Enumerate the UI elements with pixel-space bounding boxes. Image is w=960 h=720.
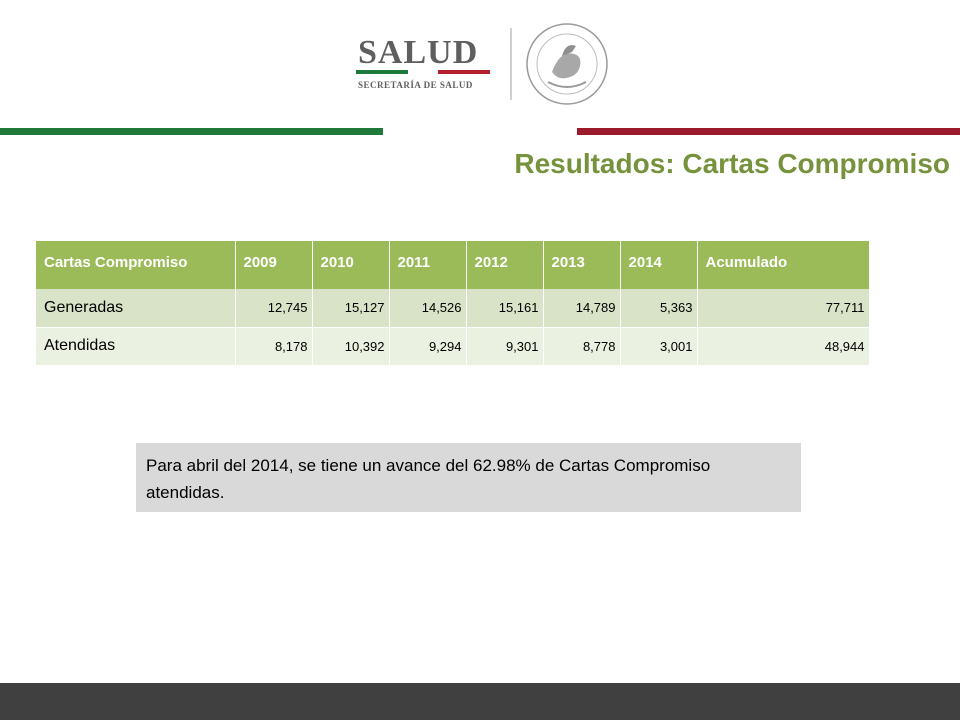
- table-cell: 14,789: [543, 289, 621, 328]
- column-header: Acumulado: [697, 241, 870, 289]
- table-cell: 15,161: [466, 289, 544, 328]
- cartas-compromiso-table: Cartas Compromiso 2009 2010 2011 2012 20…: [36, 241, 870, 365]
- table-cell: 10,392: [312, 327, 390, 365]
- column-header: 2010: [312, 241, 390, 289]
- table-cell: 8,778: [543, 327, 621, 365]
- table-cell: 14,526: [389, 289, 467, 328]
- row-label: Atendidas: [36, 327, 236, 365]
- table-cell: 12,745: [235, 289, 313, 328]
- column-header: 2014: [620, 241, 698, 289]
- table-cell: 8,178: [235, 327, 313, 365]
- table-cell: 9,294: [389, 327, 467, 365]
- red-stripe: [577, 128, 960, 135]
- column-header: 2011: [389, 241, 467, 289]
- table-cell: 9,301: [466, 327, 544, 365]
- logo-tricolor-bar: [356, 70, 490, 74]
- progress-note: Para abril del 2014, se tiene un avance …: [136, 443, 801, 512]
- column-header: Cartas Compromiso: [36, 241, 236, 289]
- logo-subtitle: SECRETARÍA DE SALUD: [358, 80, 473, 90]
- table-cell: 5,363: [620, 289, 698, 328]
- slide-title: Resultados: Cartas Compromiso: [514, 148, 950, 179]
- table-cell: 48,944: [697, 327, 870, 365]
- column-header: 2012: [466, 241, 544, 289]
- table-header-row: Cartas Compromiso 2009 2010 2011 2012 20…: [36, 241, 870, 289]
- table-row-atendidas: Atendidas 8,178 10,392 9,294 9,301 8,778…: [36, 327, 870, 365]
- table-cell: 77,711: [697, 289, 870, 328]
- mexico-seal-icon: [526, 23, 608, 105]
- logo-wordmark: SALUD: [358, 34, 479, 71]
- footer-bar: [0, 683, 960, 720]
- table-cell: 15,127: [312, 289, 390, 328]
- table-row-generadas: Generadas 12,745 15,127 14,526 15,161 14…: [36, 289, 870, 328]
- green-stripe: [0, 128, 383, 135]
- table-cell: 3,001: [620, 327, 698, 365]
- row-label: Generadas: [36, 289, 236, 328]
- column-header: 2013: [543, 241, 621, 289]
- column-header: 2009: [235, 241, 313, 289]
- logo-divider: [510, 28, 512, 100]
- salud-logo: SALUD SECRETARÍA DE SALUD: [352, 18, 612, 110]
